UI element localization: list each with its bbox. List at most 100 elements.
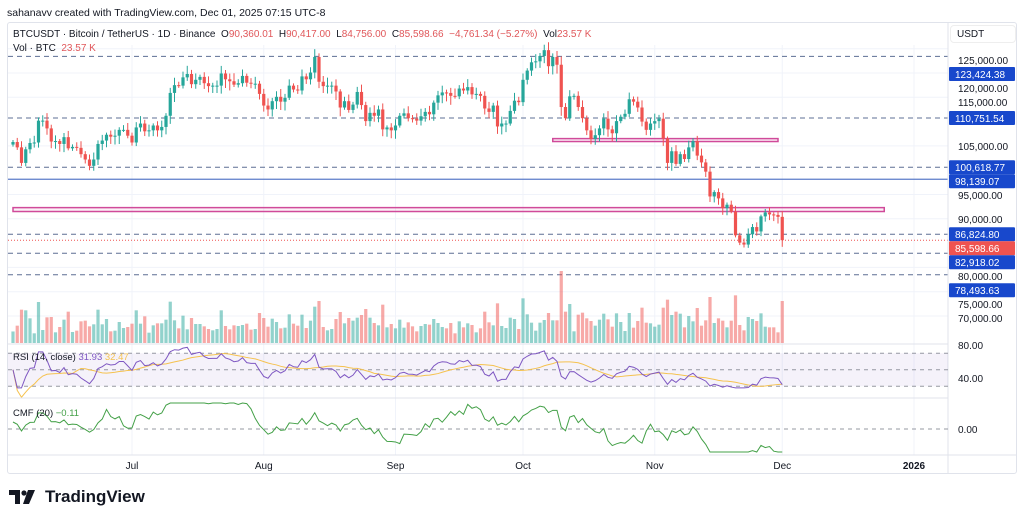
- volume-bar: [321, 327, 325, 343]
- rsi-tick-label: 80.00: [958, 341, 983, 352]
- candle-body: [104, 134, 109, 141]
- candle-body: [11, 142, 15, 145]
- volume-bar: [534, 330, 538, 343]
- volume-bar: [283, 327, 287, 343]
- candle: [640, 100, 644, 127]
- candle: [262, 88, 266, 112]
- support-resistance-zone: [552, 137, 779, 143]
- candle-body: [457, 88, 461, 97]
- volume-bar: [695, 308, 699, 343]
- cmf-line: [12, 402, 783, 453]
- candle: [738, 232, 742, 246]
- volume-bar: [606, 319, 610, 343]
- candle-body: [508, 110, 512, 124]
- volume-bar: [172, 320, 177, 343]
- candle-body: [670, 151, 674, 163]
- candle-body: [653, 121, 657, 124]
- candle: [461, 82, 466, 94]
- candle-body: [474, 93, 478, 95]
- candle-body: [470, 87, 474, 95]
- volume-bar: [223, 326, 228, 343]
- candle: [19, 141, 24, 166]
- candle: [49, 124, 53, 149]
- candle-body: [291, 85, 296, 90]
- rsi-ma-value: 32.47: [105, 352, 129, 363]
- candle: [109, 130, 113, 144]
- volume-bar: [780, 301, 784, 343]
- candle-body: [223, 73, 228, 80]
- candle: [474, 87, 478, 100]
- candle-body: [721, 198, 725, 209]
- volume-bar: [444, 328, 449, 343]
- candle: [372, 105, 376, 122]
- volume-bar: [589, 321, 593, 343]
- volume-bar: [126, 327, 130, 343]
- candle-body: [189, 73, 194, 85]
- candle-body: [585, 118, 589, 131]
- candle: [389, 123, 393, 139]
- level-price-label: 100,618.77: [955, 163, 1005, 174]
- candle-body: [725, 204, 729, 209]
- candle: [160, 120, 164, 138]
- candle: [576, 91, 580, 111]
- candle-body: [211, 85, 215, 87]
- candle: [410, 114, 415, 123]
- volume-bar: [130, 323, 134, 343]
- candle-body: [563, 107, 568, 119]
- volume-bar: [419, 326, 423, 343]
- volume-bar: [189, 318, 194, 343]
- candle: [236, 79, 240, 88]
- candle-body: [415, 118, 419, 121]
- volume-bar: [559, 271, 563, 343]
- candle-body: [49, 128, 53, 142]
- candle-body: [772, 214, 776, 216]
- candle-body: [478, 93, 483, 96]
- candle: [304, 73, 308, 84]
- volume-bar: [317, 301, 321, 343]
- volume-bar: [92, 324, 96, 343]
- volume-bar: [325, 330, 330, 343]
- candle: [491, 102, 495, 119]
- candle: [334, 79, 338, 100]
- candle: [767, 207, 772, 221]
- candle-body: [219, 73, 223, 86]
- candle: [330, 81, 334, 94]
- volume-bar: [279, 328, 283, 343]
- volume-bar: [410, 326, 415, 343]
- candle-body: [602, 118, 606, 129]
- volume-bar: [87, 326, 92, 343]
- level-price-label: 86,824.80: [955, 230, 1000, 241]
- candle: [240, 69, 245, 87]
- candle: [687, 140, 691, 163]
- candle-body: [270, 101, 274, 110]
- candle-body: [661, 118, 665, 139]
- volume-series-label[interactable]: Vol · BTC: [13, 43, 56, 54]
- volume-bar: [385, 327, 389, 343]
- open-value: 90,360.01: [228, 29, 274, 40]
- volume-bar: [109, 331, 113, 343]
- currency-unit[interactable]: USDT: [950, 25, 1016, 43]
- price-tick-label: 120,000.00: [958, 84, 1008, 95]
- candle-body: [334, 85, 338, 92]
- volume-bar: [338, 312, 342, 343]
- candle-body: [15, 142, 19, 148]
- candle-body: [610, 129, 614, 134]
- rsi-band: [8, 353, 948, 387]
- volume-bar: [597, 319, 602, 343]
- volume-bar: [308, 320, 313, 343]
- volume-bar: [257, 313, 262, 343]
- candle-body: [228, 79, 232, 82]
- candle-body: [521, 79, 525, 103]
- candle: [427, 105, 432, 121]
- volume-bar: [674, 311, 678, 343]
- candle-body: [398, 115, 402, 126]
- volume-bar: [376, 325, 381, 343]
- candle: [593, 128, 597, 145]
- high-value: 90,417.00: [286, 29, 331, 40]
- candle-body: [580, 107, 585, 119]
- volume-bar: [432, 319, 436, 343]
- symbol-name[interactable]: BTCUSDT · Bitcoin / TetherUS · 1D · Bina…: [13, 29, 216, 40]
- candle: [143, 119, 147, 137]
- candle: [155, 121, 160, 137]
